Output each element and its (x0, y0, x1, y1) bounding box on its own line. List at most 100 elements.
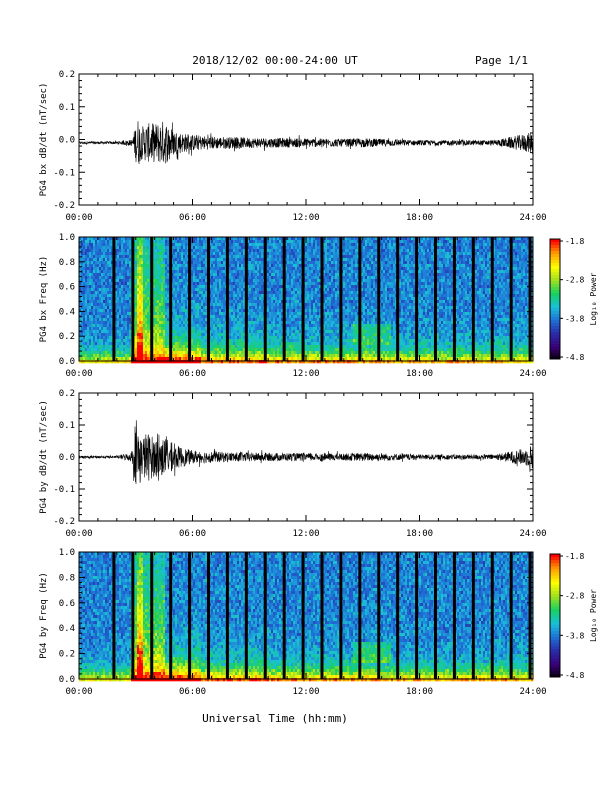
spectrogram-cell (233, 258, 235, 261)
spectrogram-cell (197, 312, 199, 315)
spectrogram-cell (117, 306, 119, 309)
spectrogram-cell (289, 318, 291, 321)
spectrogram-cell (237, 339, 239, 342)
spectrogram-cell (257, 357, 259, 360)
spectrogram-cell (93, 249, 95, 252)
spectrogram-cell (87, 279, 89, 282)
spectrogram-cell (105, 300, 107, 303)
spectrogram-cell (289, 303, 291, 306)
spectrogram-cell (295, 327, 297, 330)
spectrogram-cell (307, 279, 309, 282)
spectrogram-cell (223, 315, 225, 318)
spectrogram-cell (93, 324, 95, 327)
spectrogram-cell (249, 243, 251, 246)
spectrogram-cell (255, 354, 257, 357)
spectrogram-cell (183, 330, 185, 333)
spectrogram-cell (161, 285, 163, 288)
spectrogram-cell (203, 318, 205, 321)
spectrogram-cell (251, 243, 253, 246)
spectrogram-cell (117, 354, 119, 357)
spectrogram-cell (287, 261, 289, 264)
y-axis-label: PG4 bx dB/dt (nT/sec) (39, 83, 49, 197)
spectrogram-cell (175, 294, 177, 297)
spectrogram-cell (87, 252, 89, 255)
spectrogram-cell (213, 342, 215, 345)
spectrogram-cell (305, 318, 307, 321)
spectrogram-cell (293, 330, 295, 333)
spectrogram-cell (185, 258, 187, 261)
spectrogram-cell (251, 294, 253, 297)
spectrogram-cell (267, 294, 269, 297)
spectrogram-cell (127, 279, 129, 282)
spectrogram-cell (261, 264, 263, 267)
spectrogram-cell (233, 333, 235, 336)
spectrogram-cell (89, 360, 91, 363)
spectrogram-cell (235, 258, 237, 261)
spectrogram-cell (99, 333, 101, 336)
spectrogram-cell (231, 324, 233, 327)
spectrogram-cell (275, 333, 277, 336)
spectrogram-cell (191, 342, 193, 345)
spectrogram-cell (153, 273, 155, 276)
spectrogram-cell (147, 306, 149, 309)
spectrogram-cell (217, 297, 219, 300)
spectrogram-cell (311, 246, 313, 249)
spectrogram-cell (153, 330, 155, 333)
spectrogram-cell (211, 285, 213, 288)
spectrogram-cell (141, 246, 143, 249)
spectrogram-cell (305, 312, 307, 315)
spectrogram-cell (147, 339, 149, 342)
spectrogram-cell (193, 354, 195, 357)
spectrogram-cell (91, 240, 93, 243)
spectrogram-cell (97, 294, 99, 297)
spectrogram-cell (237, 342, 239, 345)
spectrogram-cell (147, 249, 149, 252)
spectrogram-cell (293, 243, 295, 246)
spectrogram-cell (181, 354, 183, 357)
spectrogram-cell (135, 354, 137, 357)
spectrogram-cell (203, 279, 205, 282)
spectrogram-cell (135, 252, 137, 255)
spectrogram-cell (167, 282, 169, 285)
spectrogram-cell (157, 303, 159, 306)
spectrogram-cell (215, 258, 217, 261)
spectrogram-cell (197, 246, 199, 249)
spectrogram-cell (177, 327, 179, 330)
spectrogram-cell (135, 336, 137, 339)
spectrogram-cell (125, 306, 127, 309)
spectrogram-cell (185, 345, 187, 348)
spectrogram-cell (85, 300, 87, 303)
spectrogram-cell (233, 324, 235, 327)
spectrogram-cell (267, 270, 269, 273)
spectrogram-cell (241, 333, 243, 336)
spectrogram-cell (205, 246, 207, 249)
spectrogram-cell (105, 291, 107, 294)
spectrogram-cell (163, 270, 165, 273)
spectrogram-cell (255, 306, 257, 309)
spectrogram-cell (193, 315, 195, 318)
spectrogram-cell (163, 276, 165, 279)
spectrogram-cell (205, 312, 207, 315)
spectrogram-cell (167, 297, 169, 300)
spectrogram-cell (81, 252, 83, 255)
spectrogram-cell (279, 309, 281, 312)
spectrogram-cell (107, 246, 109, 249)
spectrogram-cell (241, 243, 243, 246)
spectrogram-cell (163, 327, 165, 330)
spectrogram-cell (175, 246, 177, 249)
spectrogram-cell (109, 297, 111, 300)
spectrogram-cell (257, 342, 259, 345)
spectrogram-cell (143, 282, 145, 285)
spectrogram-cell (217, 312, 219, 315)
spectrogram-cell (289, 339, 291, 342)
spectrogram-cell (261, 279, 263, 282)
spectrogram-cell (277, 246, 279, 249)
spectrogram-cell (257, 312, 259, 315)
spectrogram-cell (275, 279, 277, 282)
spectrogram-cell (127, 282, 129, 285)
spectrogram-cell (175, 300, 177, 303)
spectrogram-cell (159, 279, 161, 282)
spectrogram-cell (97, 354, 99, 357)
spectrogram-cell (129, 240, 131, 243)
spectrogram-cell (177, 288, 179, 291)
